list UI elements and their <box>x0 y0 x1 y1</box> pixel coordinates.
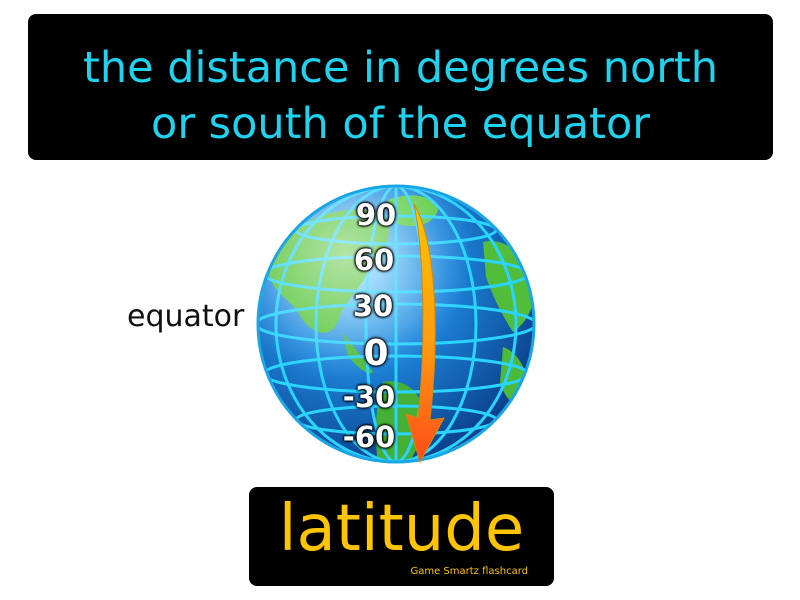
term-title: latitude <box>278 492 525 566</box>
definition-box: the distance in degrees north or south o… <box>28 14 773 160</box>
globe-icon <box>256 184 536 464</box>
equator-label: equator <box>127 299 245 334</box>
brand-caption: Game Smartz flashcard <box>410 566 528 577</box>
definition-line-1: the distance in degrees north <box>82 43 719 93</box>
latitude-label-30: 30 <box>352 289 394 323</box>
globe-diagram: 90 60 30 0 -30 -60 <box>248 182 548 472</box>
latitude-label-minus-60: -60 <box>342 420 396 454</box>
latitude-label-90: 90 <box>355 198 397 232</box>
down-arrow-icon <box>405 203 445 464</box>
latitude-label-60: 60 <box>353 243 395 277</box>
definition-line-2: or south of the equator <box>151 99 650 149</box>
term-box: latitude Game Smartz flashcard <box>249 487 554 586</box>
latitude-label-minus-30: -30 <box>342 380 396 414</box>
latitude-label-0: 0 <box>363 333 389 374</box>
